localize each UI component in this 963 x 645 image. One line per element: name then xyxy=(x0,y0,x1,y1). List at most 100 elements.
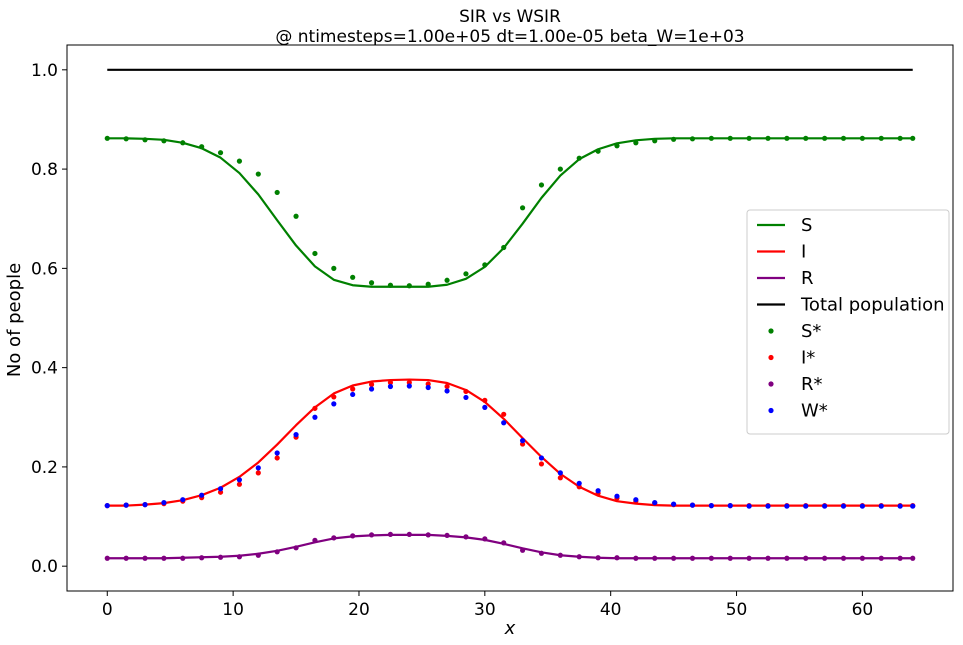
point-r-star xyxy=(538,550,545,556)
legend-entry-i-star: I* xyxy=(768,348,815,369)
legend-label: S xyxy=(801,215,812,236)
legend-label: Total population xyxy=(800,295,945,316)
point-s-star xyxy=(727,135,733,141)
point-s-star xyxy=(910,135,916,141)
point-w-star xyxy=(406,383,412,389)
point-s-star xyxy=(406,283,412,289)
point-r-star xyxy=(519,547,526,553)
point-r-star xyxy=(350,533,356,539)
point-r-star xyxy=(331,535,337,541)
legend-entry-r: R xyxy=(757,268,814,289)
point-s-star xyxy=(350,274,356,280)
point-r-star xyxy=(387,531,394,538)
x-tick-label: 10 xyxy=(222,600,244,620)
point-w-star xyxy=(803,503,809,509)
point-s-star xyxy=(557,166,563,172)
point-s-star xyxy=(652,138,658,144)
point-r-star xyxy=(840,555,847,561)
legend-label: R xyxy=(801,268,814,289)
point-r-star xyxy=(463,534,469,540)
point-r-star xyxy=(689,555,696,561)
series-s-line xyxy=(107,137,913,288)
point-s-star xyxy=(312,250,318,257)
plot-frame xyxy=(66,44,954,592)
point-w-star xyxy=(671,501,677,507)
point-i-star xyxy=(538,461,545,467)
point-r-star xyxy=(482,536,488,542)
point-w-star xyxy=(576,480,582,486)
point-s-star xyxy=(425,281,431,287)
point-w-star xyxy=(822,503,828,509)
point-s-star xyxy=(142,137,148,143)
point-r-star xyxy=(199,555,205,561)
point-s-star xyxy=(595,148,601,154)
point-w-star xyxy=(840,503,847,509)
point-w-star xyxy=(633,497,639,503)
point-s-star xyxy=(180,140,186,146)
x-tick-label: 0 xyxy=(102,600,113,620)
point-s-star xyxy=(501,244,507,251)
point-w-star xyxy=(425,384,431,391)
point-r-star xyxy=(708,555,714,561)
legend: SIR Total population S* I* R* W* xyxy=(746,209,950,435)
chart-subtitle: @ ntimesteps=1.00e+05 dt=1.00e-05 beta_W… xyxy=(275,27,744,47)
point-r-star xyxy=(274,549,280,555)
point-w-star xyxy=(236,477,243,483)
point-w-star xyxy=(142,502,148,508)
point-s-star xyxy=(576,155,582,161)
legend-entry-w-star: W* xyxy=(768,401,828,422)
series-r-line xyxy=(107,533,913,560)
point-r-star xyxy=(406,531,412,538)
point-r-star xyxy=(501,540,507,546)
point-i-star xyxy=(387,379,394,386)
x-axis-label: x xyxy=(504,618,516,639)
point-w-star xyxy=(312,414,318,420)
point-s-star xyxy=(293,213,299,219)
legend-label: R* xyxy=(801,374,823,395)
point-s-star xyxy=(671,136,677,142)
point-r-star xyxy=(910,555,916,561)
x-tick-label: 30 xyxy=(474,600,496,620)
x-tick-label: 40 xyxy=(600,600,622,620)
point-r-star xyxy=(576,554,582,560)
point-s-star xyxy=(538,182,545,188)
point-w-star xyxy=(689,502,696,508)
point-r-star xyxy=(614,555,620,561)
y-tick-label: 1.0 xyxy=(31,61,58,81)
point-r-star xyxy=(822,555,828,561)
legend-entry-r-star: R* xyxy=(768,374,823,395)
point-i-star xyxy=(444,383,450,390)
point-i-star xyxy=(331,394,337,400)
point-w-star xyxy=(652,500,658,506)
point-w-star xyxy=(255,465,261,471)
point-w-star xyxy=(482,404,488,410)
series-r-star-points xyxy=(104,531,916,561)
legend-marker-swatch xyxy=(768,381,774,387)
point-s-star xyxy=(878,135,884,141)
point-w-star xyxy=(501,420,507,426)
point-s-star xyxy=(784,135,790,141)
point-s-star xyxy=(633,140,639,146)
point-w-star xyxy=(897,503,903,509)
point-w-star xyxy=(123,502,129,508)
point-s-star xyxy=(689,136,696,142)
point-r-star xyxy=(878,555,884,561)
y-tick-label: 0.8 xyxy=(31,160,58,180)
point-s-star xyxy=(746,135,752,141)
y-tick-label: 0.2 xyxy=(31,458,58,478)
point-w-star xyxy=(444,388,450,394)
point-s-star xyxy=(217,150,224,156)
point-s-star xyxy=(614,143,620,149)
point-r-star xyxy=(557,552,563,558)
point-s-star xyxy=(123,136,129,142)
legend-label: I* xyxy=(801,348,815,369)
point-w-star xyxy=(199,492,205,498)
point-r-star xyxy=(444,532,450,539)
legend-marker-swatch xyxy=(768,328,774,334)
point-i-star xyxy=(482,397,488,403)
point-r-star xyxy=(595,555,601,561)
point-s-star xyxy=(708,135,714,141)
legend-label: I xyxy=(801,242,806,263)
point-r-star xyxy=(104,555,110,561)
